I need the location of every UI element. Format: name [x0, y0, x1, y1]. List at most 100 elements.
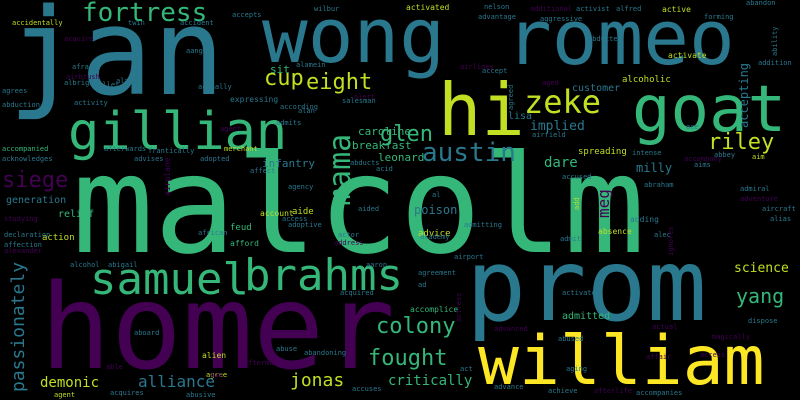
word: science [734, 261, 789, 276]
word: demonic [40, 375, 100, 391]
word: wong [262, 0, 446, 80]
word: acquires [110, 389, 144, 397]
word: afford [230, 239, 259, 248]
word: access [700, 351, 726, 359]
word: achieve [548, 387, 578, 395]
word: acknowledges [2, 155, 53, 163]
word: ability [771, 26, 779, 56]
word: abraham [644, 181, 674, 189]
word: airplane [163, 157, 172, 196]
word: alan [298, 107, 315, 115]
word: samuel [90, 254, 249, 305]
word: infantry [262, 157, 315, 170]
word: expressing [230, 95, 279, 104]
word: caroline [358, 125, 411, 138]
word: abused [558, 335, 584, 343]
word: abduction [2, 101, 40, 109]
word: accepting [737, 62, 751, 128]
word: albright [64, 79, 98, 87]
word: customer [572, 83, 621, 94]
word: according [280, 103, 318, 111]
word: homer [40, 258, 396, 396]
word: aircraft [762, 205, 796, 213]
word: goat [632, 73, 787, 147]
word: alliance [138, 372, 216, 391]
word: activated [406, 3, 450, 12]
word: aide [292, 207, 314, 217]
word: acid [376, 165, 393, 173]
word: ad [418, 281, 427, 289]
word: nelson [484, 3, 510, 11]
word: agrees [2, 87, 28, 95]
word: accept [482, 67, 508, 75]
word: abandoning [304, 349, 347, 357]
word: frantically [148, 147, 195, 155]
word: aboard [134, 329, 160, 337]
word: agent [220, 125, 242, 133]
word: leonard [378, 151, 425, 164]
word: afterwards [104, 145, 147, 153]
word: gillian [68, 102, 288, 162]
word: wilbur [314, 5, 340, 13]
word: able [106, 363, 123, 371]
word: fortress [82, 0, 208, 28]
word: alec [654, 231, 671, 239]
word: activates [562, 289, 600, 297]
word: airlines [460, 63, 494, 71]
word: studying [4, 215, 38, 223]
word: abandon [746, 0, 776, 7]
word: breakfast [352, 139, 412, 152]
word: alcohol [70, 261, 100, 269]
word: advice [418, 229, 451, 239]
word: additional [530, 5, 573, 13]
word: forming [704, 13, 734, 21]
word: dare [544, 155, 578, 171]
word: admits [276, 119, 302, 127]
word: abducted [588, 35, 622, 43]
word: advises [134, 155, 164, 163]
word: agent [54, 391, 76, 399]
word: adoptive [288, 221, 322, 229]
word: actor [338, 231, 360, 239]
word: admiral [740, 185, 770, 193]
word: academy [420, 233, 450, 241]
word: alfred [616, 5, 642, 13]
word: twin [128, 19, 145, 27]
word: alien [202, 351, 227, 360]
word: feud [230, 223, 252, 233]
word: adding [630, 215, 659, 224]
word: dispose [748, 317, 778, 325]
word: colony [376, 314, 456, 339]
word: active [662, 5, 691, 14]
word: magically [712, 333, 750, 341]
word: accepts [232, 11, 262, 19]
word: siege [2, 168, 69, 193]
word: advantage [478, 13, 516, 21]
word: aang [186, 47, 203, 55]
word: eight [306, 70, 373, 95]
word: agency [288, 183, 314, 191]
word: acquired [340, 289, 374, 297]
word: accident [180, 19, 214, 27]
word: declaration [4, 231, 51, 239]
word: afterlife [594, 387, 632, 395]
word: aaron [366, 261, 388, 269]
word: alamein [296, 61, 326, 69]
word: alexander [4, 247, 42, 255]
word: advance [494, 383, 524, 391]
word: meg [594, 189, 613, 218]
word: alert [354, 93, 376, 101]
word: abusive [186, 391, 216, 399]
word: cup [264, 66, 304, 91]
word: affair [646, 353, 672, 361]
word: afraid [72, 63, 98, 71]
word: romeo [506, 0, 735, 82]
word: activate [668, 51, 707, 60]
word: ago [210, 371, 223, 379]
word: absence [598, 227, 632, 236]
word: jonas [290, 370, 345, 391]
word: hi [438, 68, 525, 152]
word: austin [422, 138, 516, 168]
word: affect [250, 167, 276, 175]
word: accompanies [636, 389, 683, 397]
